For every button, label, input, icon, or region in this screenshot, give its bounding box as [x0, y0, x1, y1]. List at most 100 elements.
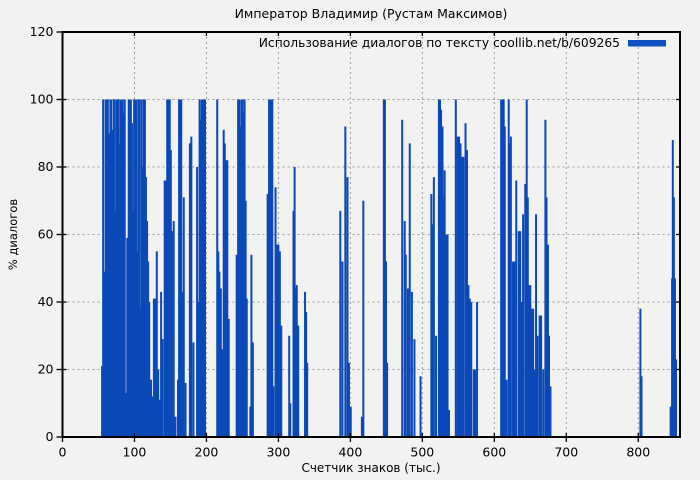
bar — [538, 315, 541, 437]
bar — [160, 291, 163, 437]
bar — [272, 386, 275, 437]
bar — [202, 99, 205, 437]
bar — [120, 99, 123, 437]
bar — [341, 261, 344, 437]
bar — [104, 99, 107, 437]
bar — [515, 180, 518, 437]
bar — [519, 231, 522, 437]
bar — [216, 99, 219, 437]
bar — [339, 210, 342, 437]
bar — [269, 99, 272, 437]
x-tick-label: 500 — [410, 445, 434, 460]
bar — [419, 376, 422, 437]
bar — [454, 99, 457, 437]
bar — [544, 119, 547, 437]
bar — [403, 221, 406, 437]
bar — [441, 126, 444, 437]
bar — [639, 308, 642, 437]
bar — [111, 129, 114, 437]
bar — [140, 99, 143, 437]
bar — [192, 342, 195, 437]
bar — [128, 99, 131, 437]
bar — [270, 99, 273, 437]
axis-layer: 0 100 200 300 400 500 600 700 800 0 20 40 60 80 100 120 — [30, 24, 681, 460]
bar — [431, 224, 434, 437]
bar — [245, 298, 248, 437]
bar — [250, 254, 253, 437]
bar — [196, 167, 199, 437]
bar — [501, 99, 504, 437]
bar — [406, 288, 409, 437]
bar — [467, 285, 470, 437]
bar — [152, 298, 155, 437]
bar — [459, 143, 462, 437]
bar — [119, 99, 122, 437]
bar — [221, 349, 224, 437]
bar — [223, 143, 226, 437]
bar — [142, 99, 145, 437]
bar — [505, 379, 508, 437]
bar — [440, 109, 443, 437]
bar — [509, 136, 512, 437]
bar — [669, 406, 672, 437]
bar — [114, 210, 117, 437]
bar — [276, 244, 279, 437]
bar — [546, 244, 549, 437]
bar — [386, 362, 389, 437]
bar — [124, 393, 127, 437]
bar — [671, 140, 674, 437]
bar — [217, 251, 220, 437]
bar — [445, 234, 448, 437]
bar — [201, 99, 204, 437]
bar — [458, 136, 461, 437]
bar — [430, 194, 433, 437]
bar — [435, 335, 438, 437]
bar — [288, 335, 291, 437]
bar — [154, 298, 157, 437]
bar — [442, 197, 445, 437]
bar — [545, 197, 548, 437]
bar — [289, 403, 292, 437]
x-tick-label: 400 — [338, 445, 362, 460]
bar — [105, 99, 108, 437]
bar — [242, 113, 245, 437]
bar — [135, 99, 138, 437]
bar — [184, 383, 187, 437]
bar — [219, 288, 222, 437]
bar — [512, 261, 515, 437]
bar — [188, 143, 191, 437]
bar — [503, 126, 506, 437]
bar — [127, 99, 130, 437]
bars-layer — [101, 99, 678, 437]
bar — [116, 99, 119, 437]
bar — [172, 221, 175, 437]
bar — [293, 167, 296, 437]
bar — [404, 254, 407, 437]
bar — [123, 99, 126, 437]
bar — [235, 254, 238, 437]
bar — [536, 335, 539, 437]
x-tick-label: 300 — [266, 445, 290, 460]
bar — [143, 99, 146, 437]
bar — [222, 129, 225, 437]
bar — [292, 210, 295, 437]
bar — [535, 214, 538, 437]
bar — [542, 369, 545, 437]
bar — [240, 99, 243, 437]
bar — [161, 339, 164, 437]
bar — [182, 197, 185, 437]
bar — [181, 291, 184, 437]
bar — [349, 406, 352, 437]
bar — [243, 99, 246, 437]
bar — [522, 214, 525, 437]
bar — [520, 302, 523, 437]
bar — [133, 99, 136, 437]
bar — [437, 99, 440, 437]
bar — [177, 379, 180, 437]
bar — [268, 99, 271, 437]
bar — [456, 136, 459, 437]
bar — [148, 302, 151, 437]
legend-label: Использование диалогов по тексту coollib… — [259, 36, 620, 50]
bar — [110, 99, 113, 437]
bar — [474, 369, 477, 437]
